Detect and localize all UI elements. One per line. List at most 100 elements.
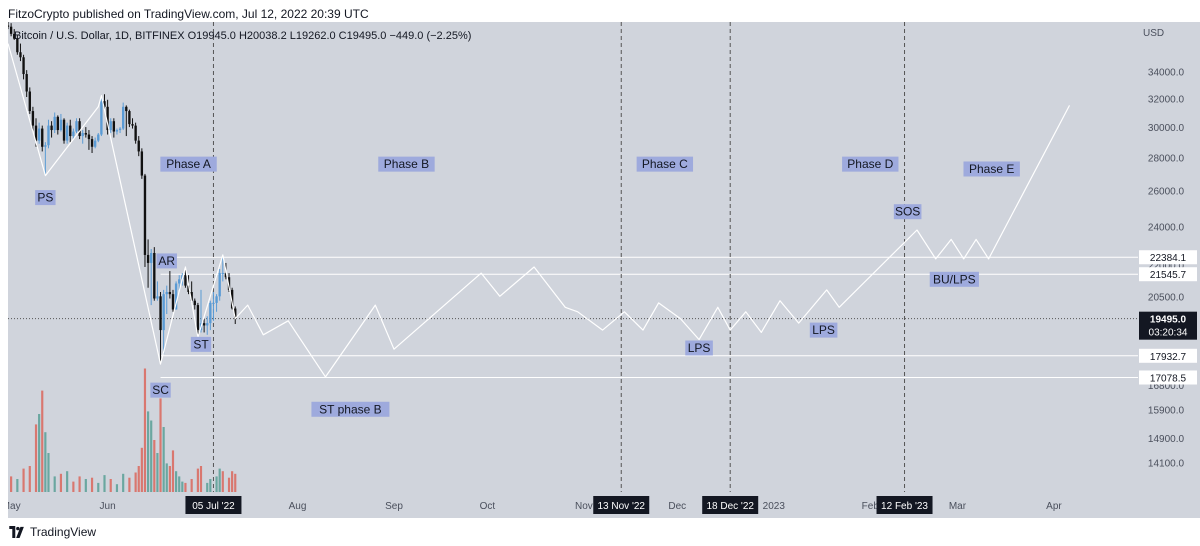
candle-body (234, 308, 237, 319)
time-tick-label: Mar (949, 501, 967, 512)
annotation-label[interactable]: AR (158, 254, 175, 268)
volume-bar (196, 468, 199, 492)
annotation-box (685, 340, 713, 356)
candle-body (137, 140, 140, 152)
currency-label: USD (1143, 28, 1165, 39)
level-value-label: 21545.7 (1150, 270, 1187, 281)
annotation-label[interactable]: Phase C (642, 157, 688, 171)
volume-bar (122, 473, 125, 492)
price-tick-label: 26000.0 (1148, 187, 1185, 198)
candle-body (196, 305, 200, 331)
time-tick-label: 2023 (763, 501, 786, 512)
candle-body (221, 273, 224, 275)
candle-body (53, 116, 56, 131)
annotation-label[interactable]: LPS (688, 341, 711, 355)
volume-bar (199, 466, 203, 492)
candle-body (171, 294, 175, 310)
level-value-tag (1139, 267, 1197, 282)
candle-body (118, 128, 122, 131)
level-value-label: 22384.1 (1150, 253, 1187, 264)
tradingview-logo-icon[interactable] (8, 526, 26, 538)
volume-bar (165, 463, 168, 492)
current-price-label: 19495.0 (1150, 315, 1187, 326)
volume-bar (153, 440, 156, 492)
candle-body (47, 125, 50, 146)
date-marker-label: 05 Jul '22 (192, 501, 235, 512)
annotation-label[interactable]: SC (152, 383, 169, 397)
volume-bar (159, 398, 162, 492)
annotation-box (156, 253, 177, 269)
volume-bar (134, 472, 137, 492)
price-tick-label: 34000.0 (1148, 67, 1185, 78)
annotation-label[interactable]: Phase E (969, 162, 1014, 176)
volume-bar (143, 368, 147, 492)
date-marker-tag (876, 496, 933, 514)
time-tick-label: Dec (668, 501, 686, 512)
date-marker-label: 18 Dec '22 (706, 501, 754, 512)
candle-body (19, 52, 22, 58)
annotation-label[interactable]: LPS (812, 323, 835, 337)
annotation-label[interactable]: Phase B (384, 157, 429, 171)
tradingview-brand[interactable]: TradingView (30, 525, 97, 539)
volume-bar (150, 420, 153, 492)
annotation-box (378, 156, 435, 172)
level-value-label: 17932.7 (1150, 352, 1187, 363)
volume-bar (231, 471, 234, 492)
candle-body (50, 125, 53, 131)
candle-body (28, 91, 31, 112)
time-axis[interactable]: May Jun Aug Sep Oct Nov Dec 2023 Feb Mar Apr 05 Jul… (8, 496, 1062, 514)
volume-bar (156, 453, 159, 492)
level-value-tag (1139, 348, 1197, 363)
candle-body (87, 134, 91, 140)
candle-body (153, 252, 156, 299)
volume-bar (59, 473, 63, 492)
candle-body (165, 292, 168, 295)
candle-body (62, 119, 66, 141)
annotations-layer: PS Phase A Phase B Phase C Phase D Phase E AR S… (35, 156, 1020, 417)
symbol-info: Bitcoin / U.S. Dollar, 1D, BITFINEX O199… (14, 30, 472, 42)
annotation-box (893, 204, 922, 220)
candle-body (143, 175, 147, 255)
volume-bar (38, 414, 41, 492)
price-tick-label: 24000.0 (1148, 222, 1185, 233)
volume-bar (66, 471, 69, 492)
price-chart[interactable]: PS Phase A Phase B Phase C Phase D Phase E AR S… (8, 22, 1200, 518)
annotation-label[interactable]: Phase A (166, 157, 211, 171)
candle-body (84, 133, 88, 135)
annotation-box (150, 382, 171, 398)
annotation-label[interactable]: BU/LPS (933, 272, 976, 286)
volume-bar (90, 477, 94, 492)
date-marker-tag (702, 496, 759, 514)
volume-bar (109, 479, 112, 492)
volume-bar (227, 477, 231, 492)
candle-body (146, 254, 150, 263)
projection-path[interactable] (8, 43, 1071, 378)
annotation-label[interactable]: ST phase B (319, 402, 381, 416)
price-tick-label: 14100.0 (1148, 459, 1185, 470)
candle-body (206, 323, 209, 326)
volume-bar (221, 471, 224, 492)
chart-area[interactable]: PS Phase A Phase B Phase C Phase D Phase E AR S… (8, 22, 1200, 518)
price-axis[interactable]: 34000.0 32000.0 30000.0 28000.0 26000.0 24000… (1139, 67, 1197, 470)
annotation-box (842, 156, 899, 172)
candle-body (115, 130, 119, 132)
annotation-box (35, 190, 56, 206)
candle-body (13, 33, 16, 39)
annotation-box (311, 401, 390, 417)
annotation-label[interactable]: SOS (895, 205, 920, 219)
annotation-label[interactable]: PS (37, 191, 53, 205)
volume-bar (178, 476, 181, 492)
candle-body (218, 273, 221, 297)
time-tick-label: Jun (100, 501, 116, 512)
annotation-box (636, 156, 694, 172)
volume-bar (78, 476, 81, 492)
annotation-label[interactable]: Phase D (847, 157, 893, 171)
volume-bar (97, 482, 100, 492)
volume-bar (128, 477, 131, 492)
volume-bar (47, 453, 50, 492)
volume-bar (140, 447, 143, 492)
price-tick-label: 15900.0 (1148, 405, 1185, 416)
annotation-label[interactable]: ST (193, 337, 209, 351)
date-marker-label: 13 Nov '22 (598, 501, 646, 512)
level-value-tag (1139, 370, 1197, 385)
